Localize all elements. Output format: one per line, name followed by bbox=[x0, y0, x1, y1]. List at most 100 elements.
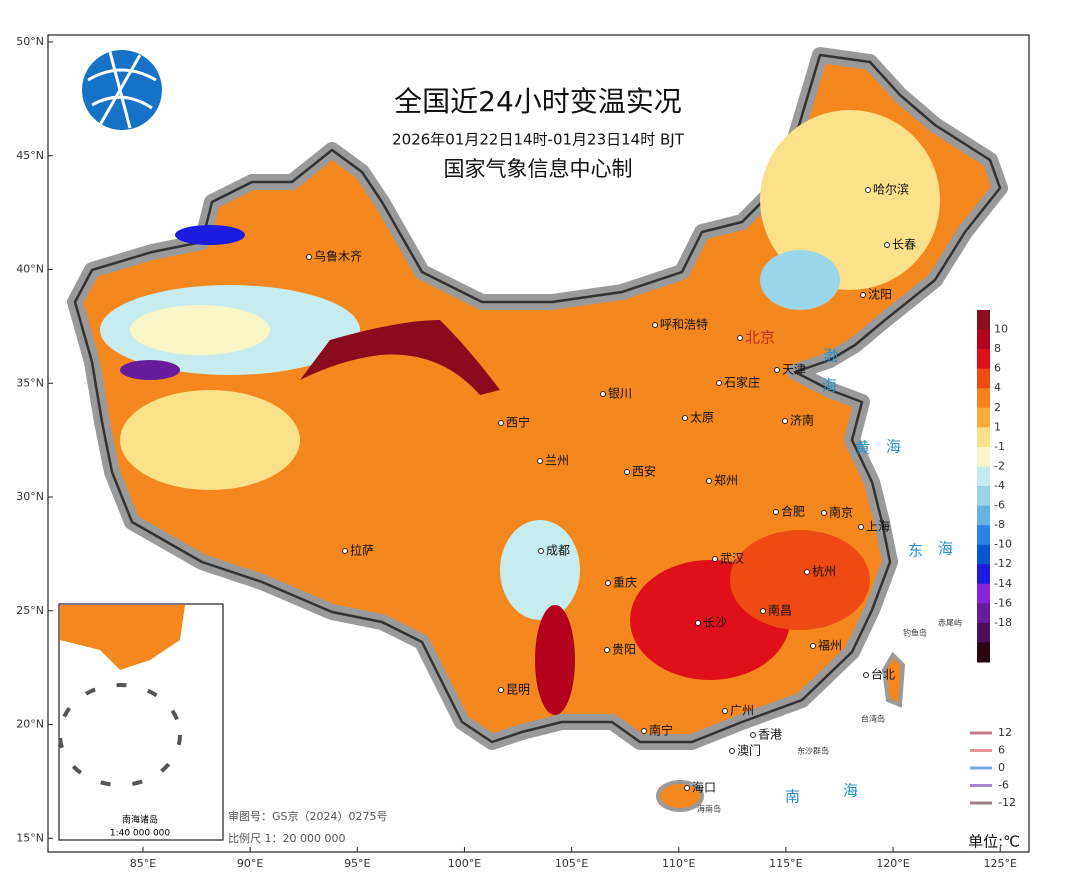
colorbar-swatch bbox=[977, 564, 990, 585]
city-label: 沈阳 bbox=[868, 287, 892, 302]
city-label: 合肥 bbox=[781, 504, 805, 519]
colorbar-label: 2 bbox=[994, 401, 1001, 414]
city-label: 武汉 bbox=[720, 552, 744, 566]
city-marker bbox=[863, 672, 869, 678]
city-label: 南昌 bbox=[768, 603, 792, 618]
city-marker bbox=[804, 569, 810, 575]
colorbar-label: -1 bbox=[994, 440, 1005, 453]
city-label: 石家庄 bbox=[724, 375, 760, 390]
city-label: 上海 bbox=[866, 519, 890, 534]
lat-tick-label: 45°N bbox=[16, 149, 44, 162]
city-label: 重庆 bbox=[613, 576, 637, 590]
lat-tick-label: 20°N bbox=[16, 718, 44, 731]
city-marker bbox=[722, 708, 728, 714]
city-label: 杭州 bbox=[812, 564, 836, 579]
city-label: 天津 bbox=[782, 363, 806, 377]
colorbar-swatch bbox=[977, 583, 990, 604]
city-label: 北京 bbox=[745, 329, 775, 347]
island-label: 钓鱼岛 bbox=[903, 628, 927, 638]
city-marker bbox=[860, 292, 866, 298]
colorbar-label: -18 bbox=[994, 616, 1012, 629]
inset-title: 南海诸岛 bbox=[122, 814, 158, 826]
city-marker bbox=[884, 242, 890, 248]
city-marker bbox=[498, 687, 504, 693]
contour-legend-label: -6 bbox=[998, 779, 1009, 792]
city-label: 广州 bbox=[730, 704, 754, 718]
colorbar-swatch bbox=[977, 349, 990, 370]
city-label: 西宁 bbox=[506, 415, 530, 430]
city-label: 银川 bbox=[608, 387, 632, 401]
island-label: 东沙群岛 bbox=[797, 746, 829, 756]
colorbar-label: -6 bbox=[994, 499, 1005, 512]
city-label: 太原 bbox=[690, 410, 714, 425]
colorbar-swatch bbox=[977, 642, 990, 663]
lat-tick-label: 30°N bbox=[16, 490, 44, 503]
colorbar-label: -2 bbox=[994, 459, 1005, 472]
city-marker bbox=[684, 785, 690, 791]
city-marker bbox=[641, 728, 647, 734]
colorbar-label: 8 bbox=[994, 342, 1001, 355]
city-marker bbox=[306, 254, 312, 260]
city-marker bbox=[773, 509, 779, 515]
city-label: 澳门 bbox=[737, 743, 761, 758]
lon-tick-label: 105°E bbox=[555, 857, 588, 870]
colorbar-swatch bbox=[977, 603, 990, 624]
city-label: 济南 bbox=[790, 413, 814, 428]
lat-tick-label: 15°N bbox=[16, 831, 44, 844]
city-label: 长春 bbox=[892, 238, 916, 252]
city-label: 兰州 bbox=[545, 454, 569, 468]
lat-tick-label: 50°N bbox=[16, 35, 44, 48]
city-marker bbox=[858, 524, 864, 530]
city-label: 长沙 bbox=[703, 616, 727, 630]
lon-tick-label: 90°E bbox=[237, 857, 263, 870]
sea-label: 海 bbox=[886, 438, 901, 456]
colorbar-label: -14 bbox=[994, 577, 1012, 590]
title: 全国近24小时变温实况 bbox=[394, 85, 682, 118]
colorbar-label: 1 bbox=[994, 420, 1001, 433]
sea-label: 东 bbox=[908, 542, 923, 560]
colorbar-swatch bbox=[977, 544, 990, 565]
city-marker bbox=[750, 732, 756, 738]
unit: 单位:℃ bbox=[968, 833, 1020, 851]
city-marker bbox=[706, 478, 712, 484]
city-label: 香港 bbox=[758, 728, 782, 742]
city-marker bbox=[604, 647, 610, 653]
city-marker bbox=[821, 510, 827, 516]
city-marker bbox=[774, 367, 780, 373]
contour-legend-label: 0 bbox=[998, 761, 1005, 774]
city-label: 哈尔滨 bbox=[873, 182, 909, 197]
city-label: 拉萨 bbox=[350, 543, 374, 558]
lon-tick-label: 120°E bbox=[876, 857, 909, 870]
colorbar-swatch bbox=[977, 310, 990, 331]
island-label: 赤尾屿 bbox=[938, 619, 962, 628]
colorbar-swatch bbox=[977, 329, 990, 350]
city-label: 呼和浩特 bbox=[660, 317, 708, 332]
colorbar-swatch bbox=[977, 486, 990, 507]
city-marker bbox=[695, 620, 701, 626]
logo bbox=[82, 50, 162, 130]
city-marker bbox=[782, 418, 788, 424]
city-marker bbox=[605, 580, 611, 586]
sea-label: 海 bbox=[843, 782, 858, 800]
sea-label: 海 bbox=[938, 540, 953, 558]
lon-tick-label: 95°E bbox=[344, 857, 370, 870]
lon-tick-label: 85°E bbox=[130, 857, 156, 870]
colorbar-label: -4 bbox=[994, 479, 1005, 492]
sea-label: 渤 bbox=[823, 347, 838, 365]
city-label: 郑州 bbox=[714, 473, 738, 488]
city-marker bbox=[538, 548, 544, 554]
city-marker bbox=[537, 458, 543, 464]
colorbar-swatch bbox=[977, 505, 990, 526]
lon-tick-label: 115°E bbox=[769, 857, 802, 870]
city-label: 昆明 bbox=[506, 683, 530, 697]
city-marker bbox=[712, 556, 718, 562]
colorbar-swatch bbox=[977, 466, 990, 487]
colorbar-swatch bbox=[977, 427, 990, 448]
colorbar-label: -10 bbox=[994, 538, 1012, 551]
lat-tick-label: 25°N bbox=[16, 604, 44, 617]
city-marker bbox=[600, 391, 606, 397]
city-label: 南京 bbox=[829, 505, 853, 520]
city-label: 贵阳 bbox=[612, 643, 636, 657]
colorbar-swatch bbox=[977, 388, 990, 409]
